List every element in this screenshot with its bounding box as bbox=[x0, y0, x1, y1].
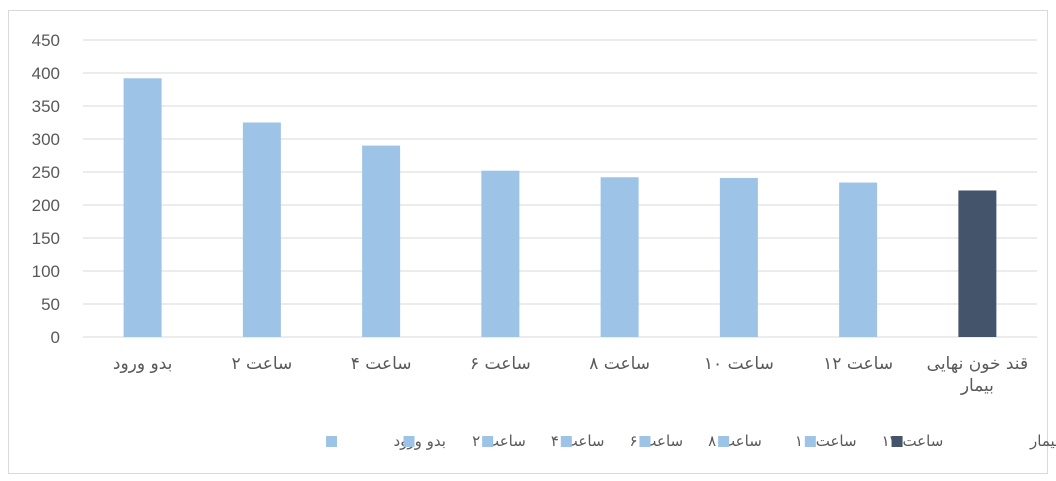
y-tick-label: 100 bbox=[32, 262, 60, 281]
y-tick-label: 400 bbox=[32, 64, 60, 83]
legend-swatch bbox=[804, 436, 816, 447]
y-tick-label: 200 bbox=[32, 196, 60, 215]
x-tick-label: ساعت ۲ bbox=[231, 354, 292, 374]
legend-swatch bbox=[891, 436, 903, 447]
legend-item: قند خون نهایی بیمار bbox=[891, 432, 1056, 450]
legend: بدو ورود ساعت ۲ ساعت ۴ ساعت ۶ ساعت ۸ ساعت ۱۰ س… bbox=[326, 432, 1056, 450]
legend-label: ساعت ۱۰ bbox=[795, 432, 857, 450]
legend-swatch bbox=[403, 436, 415, 447]
legend-label: ساعت ۶ bbox=[629, 432, 683, 450]
y-tick-label: 150 bbox=[32, 229, 60, 248]
y-tick-label: 300 bbox=[32, 130, 60, 149]
legend-label: بدو ورود bbox=[394, 432, 446, 450]
x-tick-label: ساعت ۶ bbox=[470, 354, 531, 374]
x-tick-label: بیمار bbox=[960, 376, 994, 396]
y-tick-label: 50 bbox=[41, 295, 60, 314]
y-tick-label: 0 bbox=[51, 328, 60, 347]
legend-label: ساعت ۸ bbox=[708, 432, 762, 450]
bar bbox=[481, 170, 520, 337]
x-tick-label: ساعت ۱۲ bbox=[823, 354, 893, 374]
legend-swatch bbox=[482, 436, 494, 447]
y-axis-ticks: 0 50 100 150 200 250 300 350 400 450 bbox=[32, 31, 60, 347]
x-tick-label: ساعت ۱۰ bbox=[704, 354, 774, 374]
legend-swatch bbox=[639, 436, 651, 447]
bar bbox=[839, 182, 878, 337]
y-tick-label: 450 bbox=[32, 31, 60, 50]
x-tick-label: قند خون نهایی bbox=[927, 354, 1028, 374]
bar bbox=[958, 190, 997, 337]
legend-label: ساعت ۱۲ bbox=[882, 432, 944, 450]
legend-label: ساعت ۴ bbox=[551, 432, 605, 450]
bar bbox=[719, 177, 758, 337]
legend-swatch bbox=[718, 436, 730, 447]
legend-swatch bbox=[560, 436, 572, 447]
x-tick-label: ساعت ۴ bbox=[351, 354, 412, 374]
gridlines bbox=[83, 39, 1037, 338]
bar bbox=[362, 145, 401, 337]
legend-swatch bbox=[326, 436, 338, 447]
bar bbox=[242, 122, 281, 337]
legend-item: بدو ورود bbox=[326, 432, 446, 450]
bar bbox=[123, 78, 162, 337]
x-axis-labels: بدو ورود ساعت ۲ ساعت ۴ ساعت ۶ ساعت ۸ ساعت ۱۰ س… bbox=[113, 354, 1028, 396]
x-tick-label: ساعت ۸ bbox=[589, 354, 650, 374]
bars bbox=[123, 78, 997, 337]
bar bbox=[600, 177, 639, 337]
x-tick-label: بدو ورود bbox=[113, 354, 172, 374]
legend-label: ساعت ۲ bbox=[472, 432, 526, 450]
y-tick-label: 350 bbox=[32, 97, 60, 116]
legend-label: قند خون نهایی بیمار bbox=[1029, 432, 1056, 450]
y-tick-label: 250 bbox=[32, 163, 60, 182]
